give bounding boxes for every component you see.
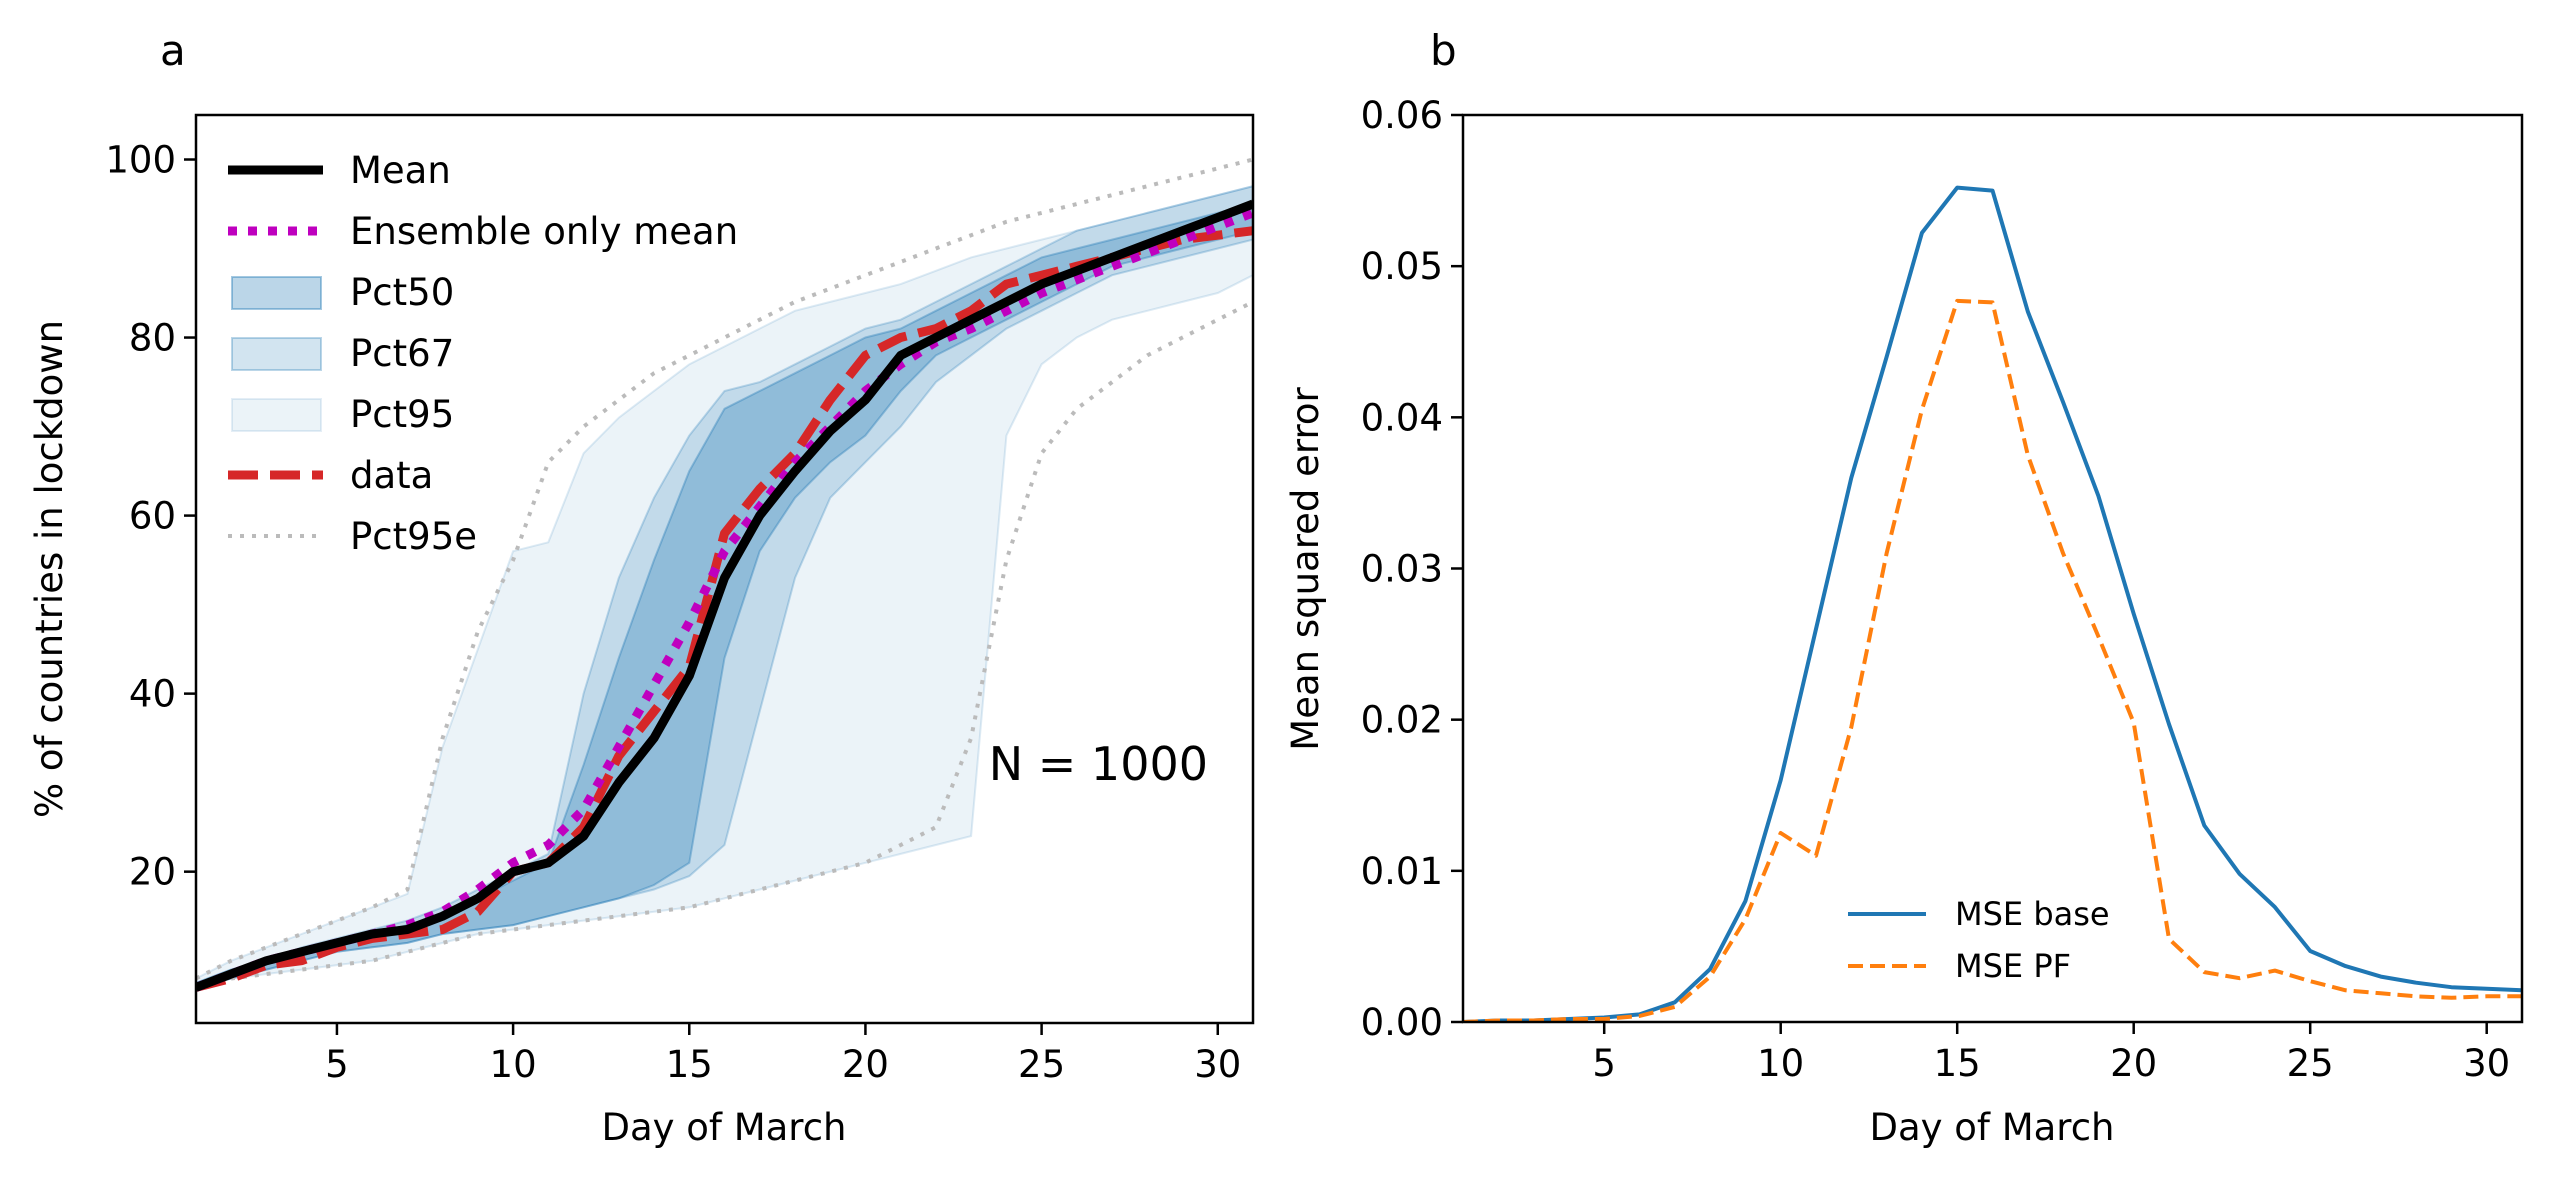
series-mse-pf: [1463, 298, 2522, 1022]
panel-b-xticks: 5 10 15 20 25 30: [1592, 1022, 2510, 1085]
legend-a-mean-label: Mean: [350, 149, 451, 192]
panel-b-ytick-label: 0.02: [1361, 699, 1443, 742]
legend-a-pct95-swatch: [231, 398, 322, 432]
panel-b-label: b: [1430, 26, 1457, 75]
panel-a-ytick-label: 80: [129, 317, 176, 360]
panel-a-axes-frame: [194, 113, 1255, 1025]
panel-b-axes-frame: [1461, 113, 2524, 1024]
panel-a-ytick-label: 100: [105, 139, 176, 182]
panel-b-xtick-label: 15: [1934, 1042, 1981, 1085]
legend-a-pct50-swatch: [231, 276, 322, 310]
panel-a-xtick-label: 15: [666, 1043, 713, 1086]
panel-a-ylabel: % of countries in lockdown: [28, 320, 71, 818]
panel-a-yticks: 20 40 60 80 100: [105, 139, 196, 894]
panel-b-ytick-label: 0.00: [1361, 1001, 1443, 1044]
panel-b-xtick-label: 5: [1592, 1042, 1616, 1085]
series-mean: [196, 199, 1253, 992]
panel-b-xtick-label: 20: [2110, 1042, 2157, 1085]
legend-a-pct95e-label: Pct95e: [350, 515, 477, 558]
legend-a-ensemble-label: Ensemble only mean: [350, 210, 738, 253]
panel-b-ytick-label: 0.04: [1361, 396, 1443, 439]
panel-a-xtick-label: 25: [1018, 1043, 1065, 1086]
panel-a-ytick-label: 40: [129, 673, 176, 716]
panel-b-xtick-label: 30: [2463, 1042, 2510, 1085]
legend-b-mse-base-label: MSE base: [1955, 895, 2110, 933]
legend-a-pct67-label: Pct67: [350, 332, 454, 375]
panel-a-annotation: N = 1000: [989, 737, 1208, 791]
panel-b: b 5 10 15 20 25 30 0.000.010.020.030.040.050.…: [1284, 26, 2524, 1149]
panel-a-lines: [196, 157, 1253, 992]
panel-a-label: a: [160, 26, 186, 75]
panel-a-ytick-label: 20: [129, 851, 176, 894]
panel-a-xtick-label: 5: [325, 1043, 349, 1086]
legend-a-pct67-swatch: [231, 337, 322, 371]
panel-b-ytick-label: 0.05: [1361, 245, 1443, 288]
panel-b-xtick-label: 25: [2287, 1042, 2334, 1085]
panel-a: a 5 10 15 20 25 30 20 40 60 80 100 Day of March %…: [28, 26, 1255, 1149]
panel-a-ytick-label: 60: [129, 495, 176, 538]
panel-a-xtick-label: 20: [842, 1043, 889, 1086]
legend-a-data-label: data: [350, 454, 433, 497]
legend-b-mse-pf-label: MSE PF: [1955, 947, 2071, 985]
panel-a-xlabel: Day of March: [601, 1106, 846, 1149]
panel-b-legend: MSE base MSE PF: [1848, 895, 2110, 985]
panel-a-xticks: 5 10 15 20 25 30: [325, 1023, 1241, 1086]
legend-a-pct50-label: Pct50: [350, 271, 454, 314]
panel-b-yticks: 0.00 0.01 0.02 0.03 0.04 0.05 0.06: [1361, 94, 1463, 1044]
panel-b-ytick-label: 0.06: [1361, 94, 1443, 137]
panel-b-xlabel: Day of March: [1869, 1106, 2114, 1149]
panel-b-ytick-label: 0.03: [1361, 548, 1443, 591]
panel-a-legend: Mean Ensemble only mean Pct50 Pct67 Pct9…: [228, 149, 738, 558]
panel-a-xtick-label: 30: [1194, 1043, 1241, 1086]
panel-b-ytick-label: 0.01: [1361, 850, 1443, 893]
panel-b-ylabel: Mean squared error: [1284, 386, 1327, 750]
panel-b-lines: [1463, 185, 2522, 1022]
panel-b-xtick-label: 10: [1757, 1042, 1804, 1085]
panel-a-xtick-label: 10: [490, 1043, 537, 1086]
legend-a-pct95-label: Pct95: [350, 393, 454, 436]
